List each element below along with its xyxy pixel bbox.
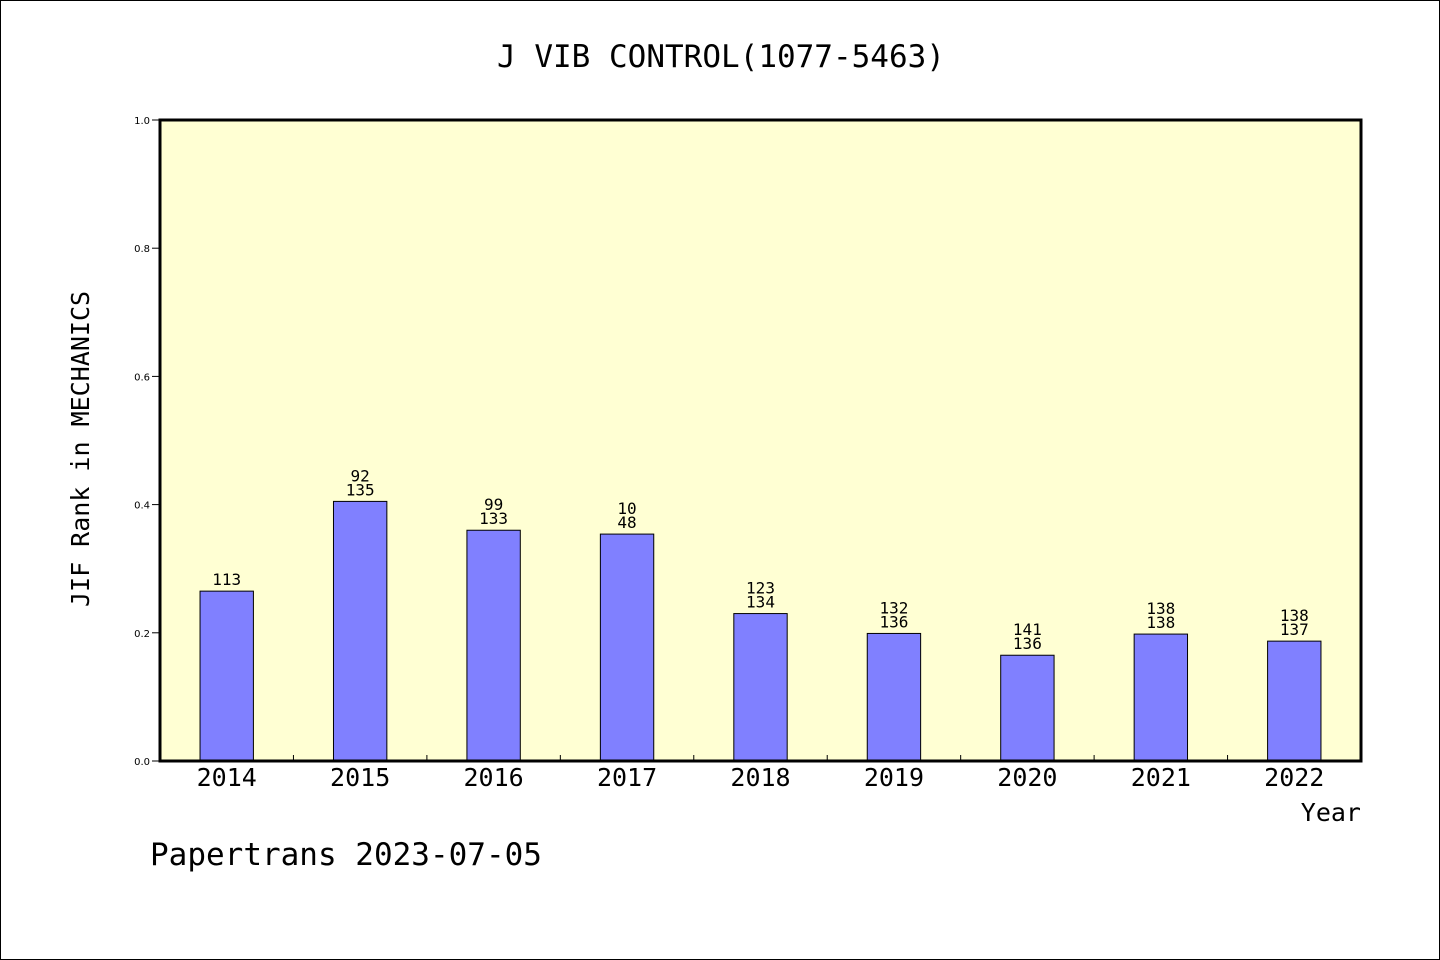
bar-2016 bbox=[466, 529, 521, 762]
y-tick-label-1.0: 1.0 bbox=[134, 116, 150, 127]
data-label-top-2018: 123 bbox=[746, 579, 775, 598]
bar-2015 bbox=[332, 500, 388, 762]
y-axis-label: JIF Rank in MECHANICS bbox=[66, 291, 95, 607]
x-tick-label-2017: 2017 bbox=[597, 763, 657, 792]
data-label-bottom-2016: 133 bbox=[479, 509, 508, 528]
bar-2022 bbox=[1267, 640, 1322, 762]
x-axis-label: Year bbox=[1301, 798, 1361, 827]
bar-2018 bbox=[733, 613, 788, 762]
bar-2021 bbox=[1133, 633, 1189, 762]
data-label-top-2022: 138 bbox=[1280, 606, 1309, 625]
y-tick-label-0.0: 0.0 bbox=[134, 757, 150, 768]
data-label-bottom-2015: 135 bbox=[346, 480, 375, 499]
x-tick-label-2014: 2014 bbox=[197, 763, 257, 792]
data-label-bottom-2021: 138 bbox=[1146, 613, 1175, 632]
data-label-bottom-2017: 48 bbox=[617, 513, 636, 532]
data-label-bottom-2020: 136 bbox=[1013, 634, 1042, 653]
data-label-top-2015: 92 bbox=[351, 466, 370, 485]
data-label-top-2017: 10 bbox=[617, 499, 636, 518]
data-label-bottom-2014: 113 bbox=[212, 570, 241, 589]
y-tick-label-0.2: 0.2 bbox=[134, 629, 150, 640]
footer-credit: Papertrans 2023-07-05 bbox=[150, 837, 542, 873]
ticks-group: 2014 2015 2016 2017 2018 2019 2020 2021 2022 0.0 0… bbox=[134, 116, 1324, 792]
data-label-top-2016: 99 bbox=[484, 495, 503, 514]
y-tick-label-0.4: 0.4 bbox=[134, 501, 150, 512]
x-tick-label-2016: 2016 bbox=[464, 763, 524, 792]
bar-2017 bbox=[599, 533, 655, 762]
chart-title: J VIB CONTROL(1077-5463) bbox=[497, 39, 945, 75]
x-tick-label-2015: 2015 bbox=[330, 763, 390, 792]
data-label-bottom-2022: 137 bbox=[1280, 620, 1309, 639]
data-label-top-2021: 138 bbox=[1146, 599, 1175, 618]
data-label-bottom-2019: 136 bbox=[879, 612, 908, 631]
x-tick-label-2020: 2020 bbox=[997, 763, 1057, 792]
y-tick-label-0.8: 0.8 bbox=[134, 244, 150, 255]
data-label-bottom-2018: 134 bbox=[746, 593, 775, 612]
bar-2020 bbox=[1000, 654, 1055, 762]
x-tick-label-2021: 2021 bbox=[1131, 763, 1191, 792]
bar-2019 bbox=[866, 632, 922, 762]
x-tick-label-2018: 2018 bbox=[730, 763, 790, 792]
data-label-top-2019: 132 bbox=[879, 598, 908, 617]
data-label-top-2020: 141 bbox=[1013, 620, 1042, 639]
x-tick-label-2022: 2022 bbox=[1264, 763, 1324, 792]
bar-2014 bbox=[199, 590, 254, 762]
x-tick-label-2019: 2019 bbox=[864, 763, 924, 792]
y-tick-label-0.6: 0.6 bbox=[134, 372, 150, 383]
plot-border bbox=[158, 118, 1363, 763]
